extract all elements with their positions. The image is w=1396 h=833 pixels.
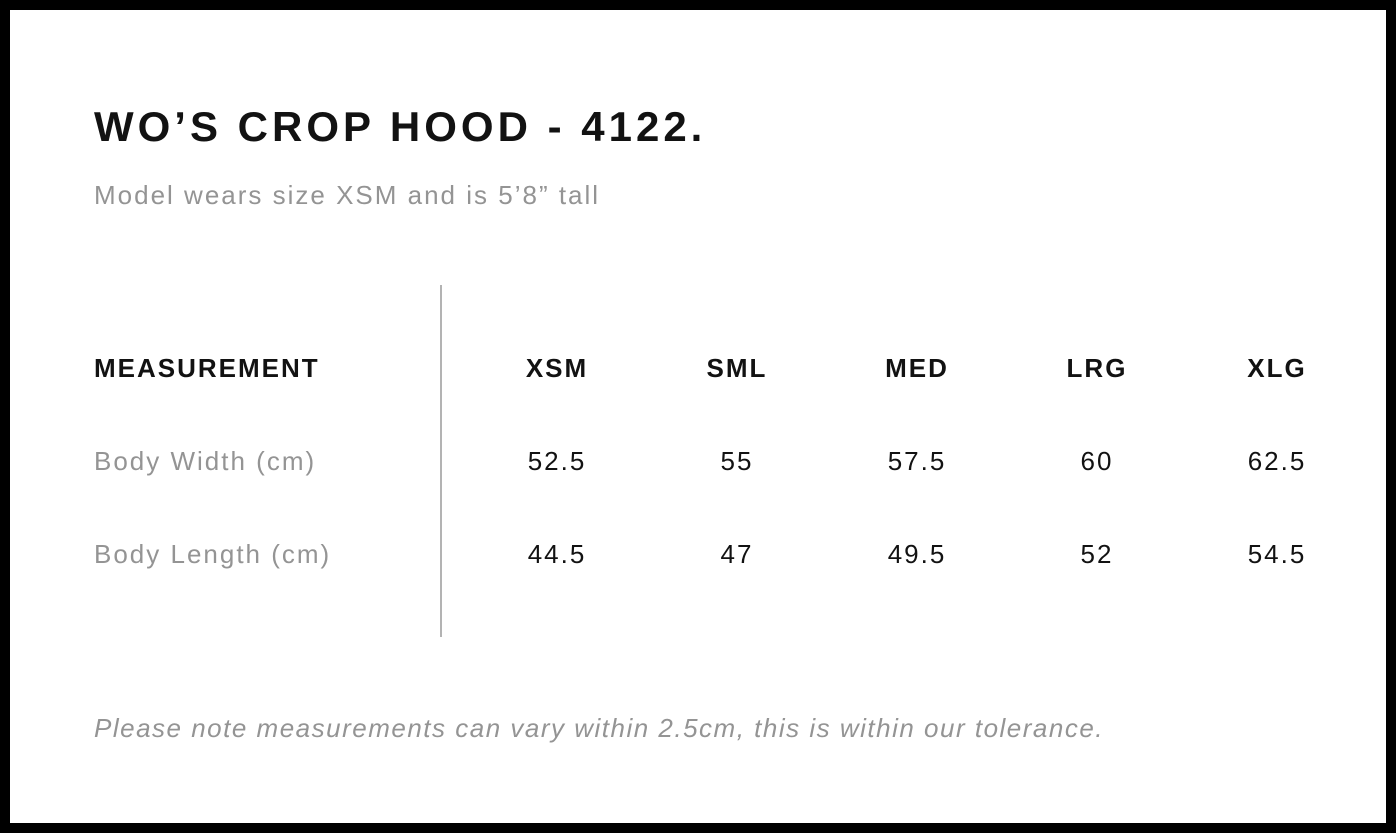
cell-value: 49.5 [887,538,947,569]
column-header-lrg: LRG [1066,352,1128,383]
cell-value: 44.5 [527,538,587,569]
cell-value: 54.5 [1247,538,1307,569]
table-header-row: MEASUREMENT XSM SML MED LRG XLG [94,321,1367,414]
vertical-divider [440,285,442,637]
cell-value: 55 [720,445,754,476]
cell-value: 52 [1080,538,1114,569]
column-header-med: MED [885,352,949,383]
column-header-xsm: XSM [525,352,589,383]
row-label: Body Width (cm) [94,445,317,476]
column-header-xlg: XLG [1247,352,1307,383]
tolerance-note: Please note measurements can vary within… [94,713,1105,743]
table-row-body-width: Body Width (cm) 52.5 55 57.5 60 62.5 [94,414,1367,507]
model-size-info: Model wears size XSM and is 5’8” tall [94,180,601,210]
row-label: Body Length (cm) [94,538,332,569]
cell-value: 57.5 [887,445,947,476]
cell-value: 47 [720,538,754,569]
column-header-sml: SML [706,352,768,383]
cell-value: 52.5 [527,445,587,476]
column-header-measurement: MEASUREMENT [94,352,320,383]
page-title: WO’S CROP HOOD - 4122. [94,103,707,150]
cell-value: 62.5 [1247,445,1307,476]
table-row-body-length: Body Length (cm) 44.5 47 49.5 52 54.5 [94,507,1367,600]
size-chart-table: MEASUREMENT XSM SML MED LRG XLG Body Wid… [94,285,1367,637]
cell-value: 60 [1080,445,1114,476]
